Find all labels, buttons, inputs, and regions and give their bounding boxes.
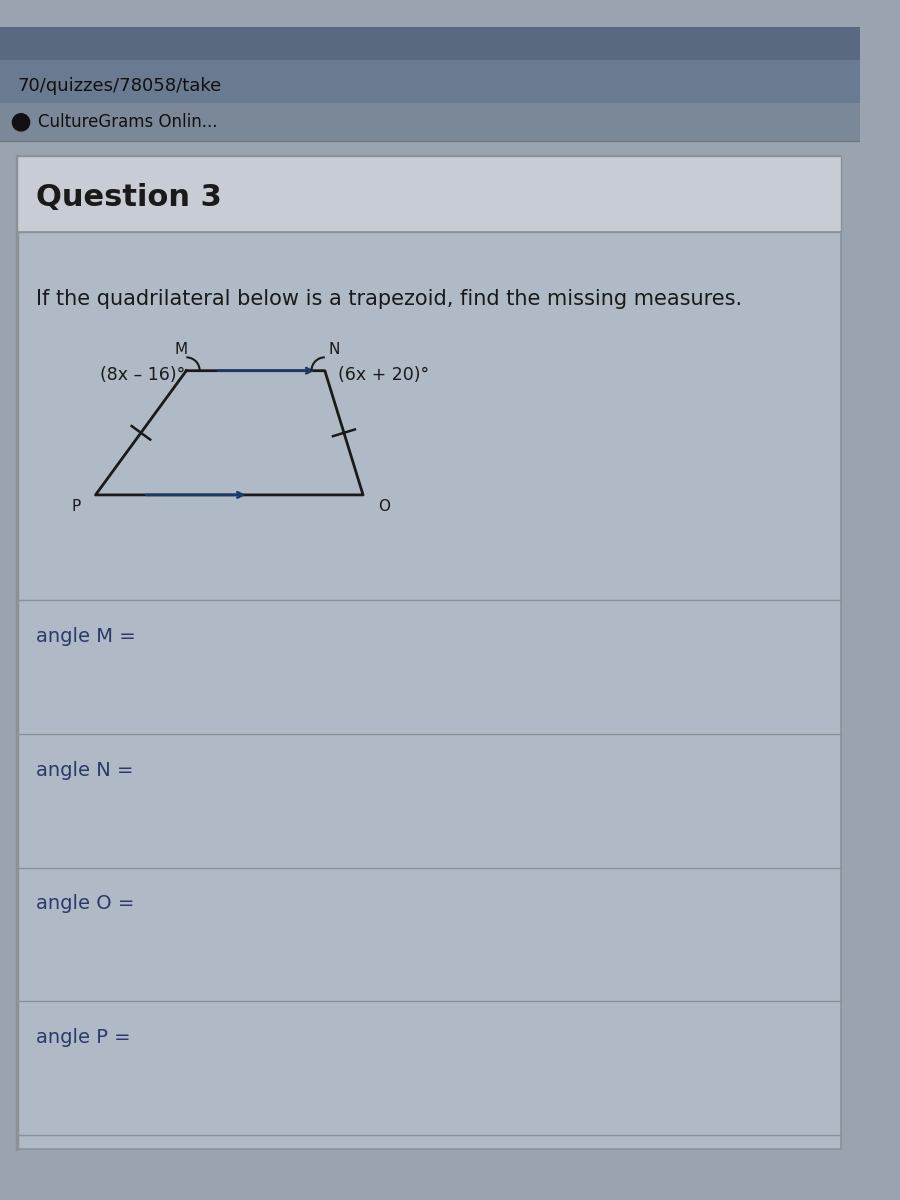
Text: angle P =: angle P = xyxy=(36,1028,130,1048)
Bar xyxy=(0,26,860,60)
Text: angle N =: angle N = xyxy=(36,761,134,780)
Text: N: N xyxy=(328,342,340,358)
Text: (6x + 20)°: (6x + 20)° xyxy=(338,366,429,384)
Bar xyxy=(0,103,860,142)
Text: (8x – 16)°: (8x – 16)° xyxy=(100,366,185,384)
Text: M: M xyxy=(175,342,188,358)
Text: 70/quizzes/78058/take: 70/quizzes/78058/take xyxy=(17,77,221,95)
Bar xyxy=(17,156,841,232)
Text: angle O =: angle O = xyxy=(36,894,135,913)
Text: angle M =: angle M = xyxy=(36,626,136,646)
Circle shape xyxy=(13,114,30,131)
Text: Question 3: Question 3 xyxy=(36,184,222,212)
Bar xyxy=(0,60,860,103)
Text: CultureGrams Onlin...: CultureGrams Onlin... xyxy=(38,113,218,131)
Bar xyxy=(17,156,841,1150)
Text: If the quadrilateral below is a trapezoid, find the missing measures.: If the quadrilateral below is a trapezoi… xyxy=(36,289,742,310)
Text: O: O xyxy=(378,499,391,514)
Text: P: P xyxy=(71,499,80,514)
